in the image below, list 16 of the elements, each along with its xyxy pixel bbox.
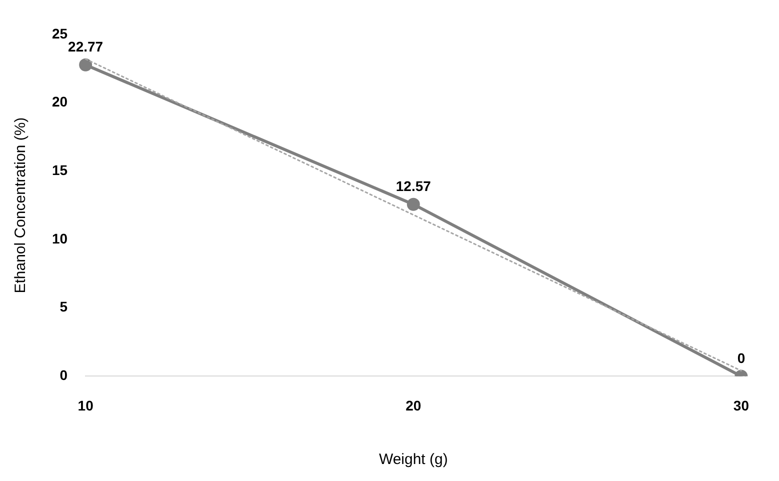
x-tick-label: 10 <box>78 397 94 414</box>
x-tick-label: 20 <box>406 397 422 414</box>
y-tick-label: 15 <box>52 162 68 178</box>
y-tick-label: 10 <box>52 230 68 246</box>
y-axis-title: Ethanol Concentration (%) <box>12 117 30 294</box>
x-tick-label: 30 <box>733 397 750 414</box>
data-label: 0 <box>737 350 746 366</box>
point <box>406 198 420 211</box>
data-label: 12.57 <box>396 178 432 194</box>
y-tick-label: 25 <box>52 25 68 42</box>
y-tick-label: 20 <box>52 94 68 110</box>
point <box>79 58 92 72</box>
data-label: 22.77 <box>68 38 104 55</box>
y-tick-label: 0 <box>60 367 68 384</box>
y-tick-label: 5 <box>60 298 68 315</box>
x-axis-title: Weight (g) <box>378 451 448 468</box>
